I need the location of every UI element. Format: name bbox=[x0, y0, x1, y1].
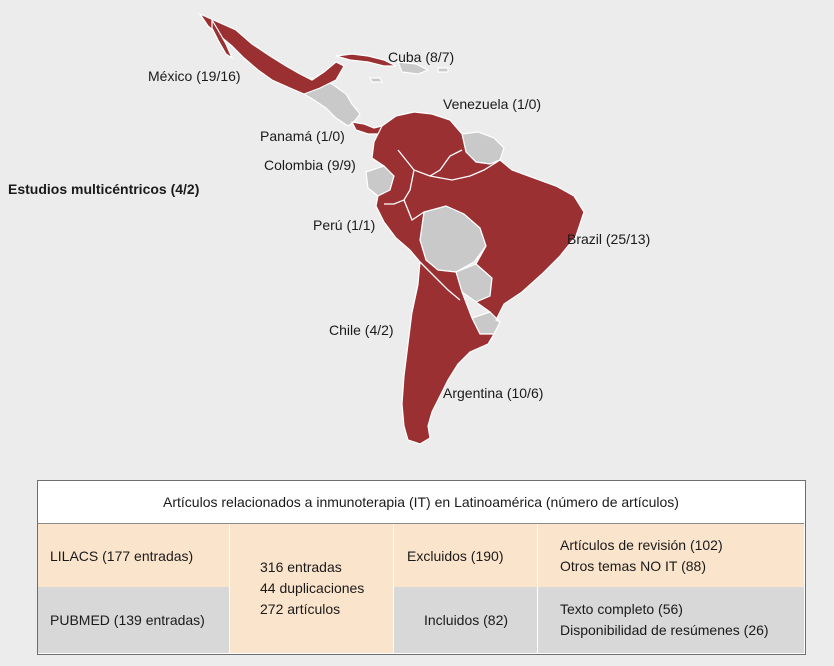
label-argentina: Argentina (10/6) bbox=[443, 385, 544, 401]
total-articles: 272 artículos bbox=[260, 601, 341, 617]
totals-cell: 316 entradas 44 duplicaciones 272 artícu… bbox=[230, 524, 394, 653]
latin-america-map bbox=[198, 12, 585, 445]
included-full-text: Texto completo (56) bbox=[560, 601, 683, 617]
total-duplicates: 44 duplicaciones bbox=[260, 580, 365, 596]
pubmed-cell: PUBMED (139 entradas) bbox=[38, 587, 230, 653]
multicentric-studies-label: Estudios multicéntricos (4/2) bbox=[8, 181, 200, 197]
excluded-reason-other: Otros temas NO IT (88) bbox=[560, 557, 706, 574]
total-entries: 316 entradas bbox=[260, 559, 342, 575]
label-peru: Perú (1/1) bbox=[313, 217, 376, 233]
label-mexico: México (19/16) bbox=[148, 68, 241, 84]
cuba-shape bbox=[335, 53, 397, 67]
articles-flow-table: Artículos relacionados a inmunoterapia (… bbox=[37, 480, 806, 655]
hispaniola-shape bbox=[397, 61, 430, 75]
included-cell: Incluidos (82) bbox=[394, 587, 538, 653]
label-brazil: Brazil (25/13) bbox=[567, 231, 651, 247]
panama-shape bbox=[350, 121, 383, 135]
label-chile: Chile (4/2) bbox=[329, 322, 394, 338]
internal-borders bbox=[384, 149, 501, 313]
excluded-cell: Excluidos (190) bbox=[394, 524, 538, 587]
table-title: Artículos relacionados a inmunoterapia (… bbox=[38, 481, 804, 524]
lilacs-cell: LILACS (177 entradas) bbox=[38, 524, 230, 587]
excluded-reason-review: Artículos de revisión (102) bbox=[560, 536, 723, 553]
mexico-shape bbox=[198, 12, 345, 95]
included-details-cell: Texto completo (56) Disponibilidad de re… bbox=[538, 587, 804, 653]
label-venezuela: Venezuela (1/0) bbox=[443, 96, 542, 112]
baja-california-shape bbox=[211, 17, 234, 60]
label-cuba: Cuba (8/7) bbox=[388, 49, 455, 65]
included-countries bbox=[198, 12, 585, 445]
south-america-shape bbox=[371, 111, 585, 445]
label-panama: Panamá (1/0) bbox=[260, 128, 345, 144]
jamaica-shape bbox=[369, 77, 383, 83]
included-abstracts: Disponibilidad de resúmenes (26) bbox=[560, 622, 769, 638]
label-colombia: Colombia (9/9) bbox=[264, 157, 356, 173]
excluded-reasons-cell: Artículos de revisión (102) Otros temas … bbox=[538, 524, 804, 587]
puerto-rico-shape bbox=[437, 67, 449, 73]
